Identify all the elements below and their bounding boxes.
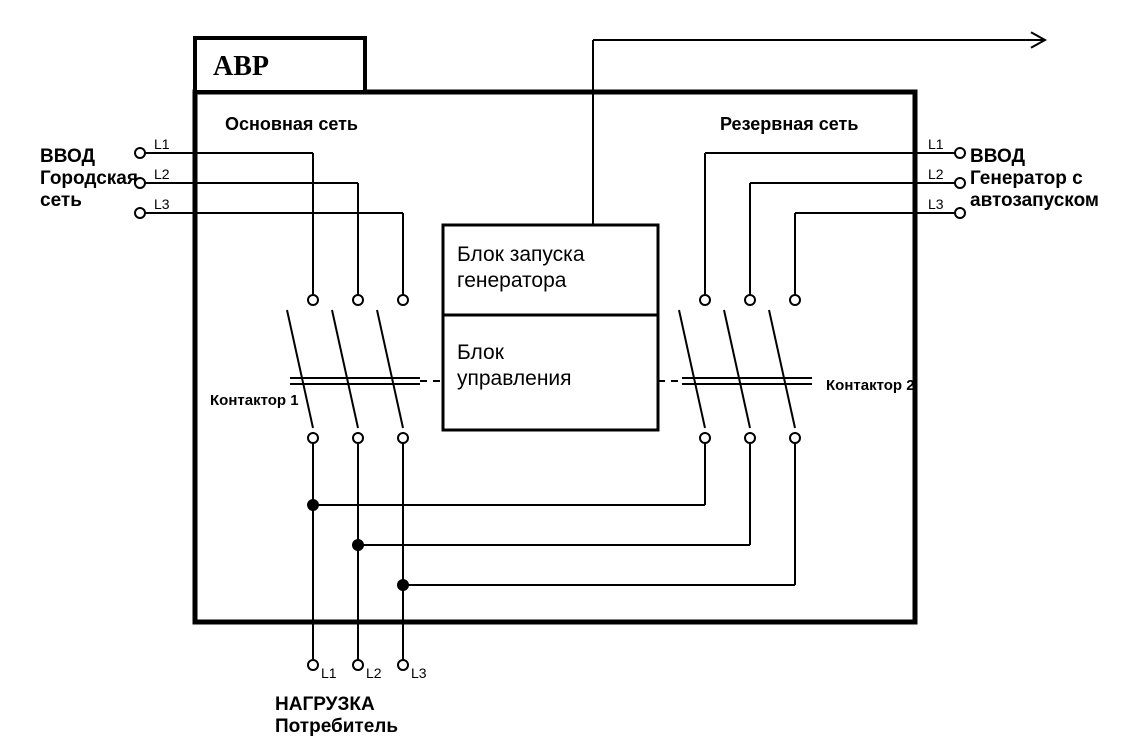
label-input_left_3: сеть <box>40 190 82 211</box>
label-input_left_2: Городская <box>40 168 138 189</box>
svg-text:L3: L3 <box>928 196 944 212</box>
label-load_1: НАГРУЗКА <box>275 694 375 715</box>
svg-text:L3: L3 <box>411 665 427 681</box>
svg-text:L2: L2 <box>154 166 170 182</box>
svg-text:L1: L1 <box>928 136 944 152</box>
svg-text:L1: L1 <box>321 665 337 681</box>
label-contactor1: Контактор 1 <box>210 392 299 409</box>
svg-text:генератора: генератора <box>457 269 567 292</box>
label-input_right_1: ВВОД <box>970 146 1025 167</box>
svg-text:L2: L2 <box>928 166 944 182</box>
label-input_right_3: автозапуском <box>970 190 1099 211</box>
label-load_2: Потребитель <box>275 716 398 737</box>
label-main_net: Основная сеть <box>225 114 358 134</box>
svg-text:Блок: Блок <box>457 341 505 364</box>
label-input_left_1: ВВОД <box>40 146 95 167</box>
svg-text:Блок запуска: Блок запуска <box>457 243 585 266</box>
label-backup_net: Резервная сеть <box>720 114 858 134</box>
svg-text:L1: L1 <box>154 136 170 152</box>
label-input_right_2: Генератор с <box>970 168 1083 189</box>
svg-text:L3: L3 <box>154 196 170 212</box>
svg-text:L2: L2 <box>366 665 382 681</box>
label-contactor2: Контактор 2 <box>826 377 915 394</box>
svg-text:управления: управления <box>457 367 572 390</box>
title-label: АВР <box>213 51 269 82</box>
